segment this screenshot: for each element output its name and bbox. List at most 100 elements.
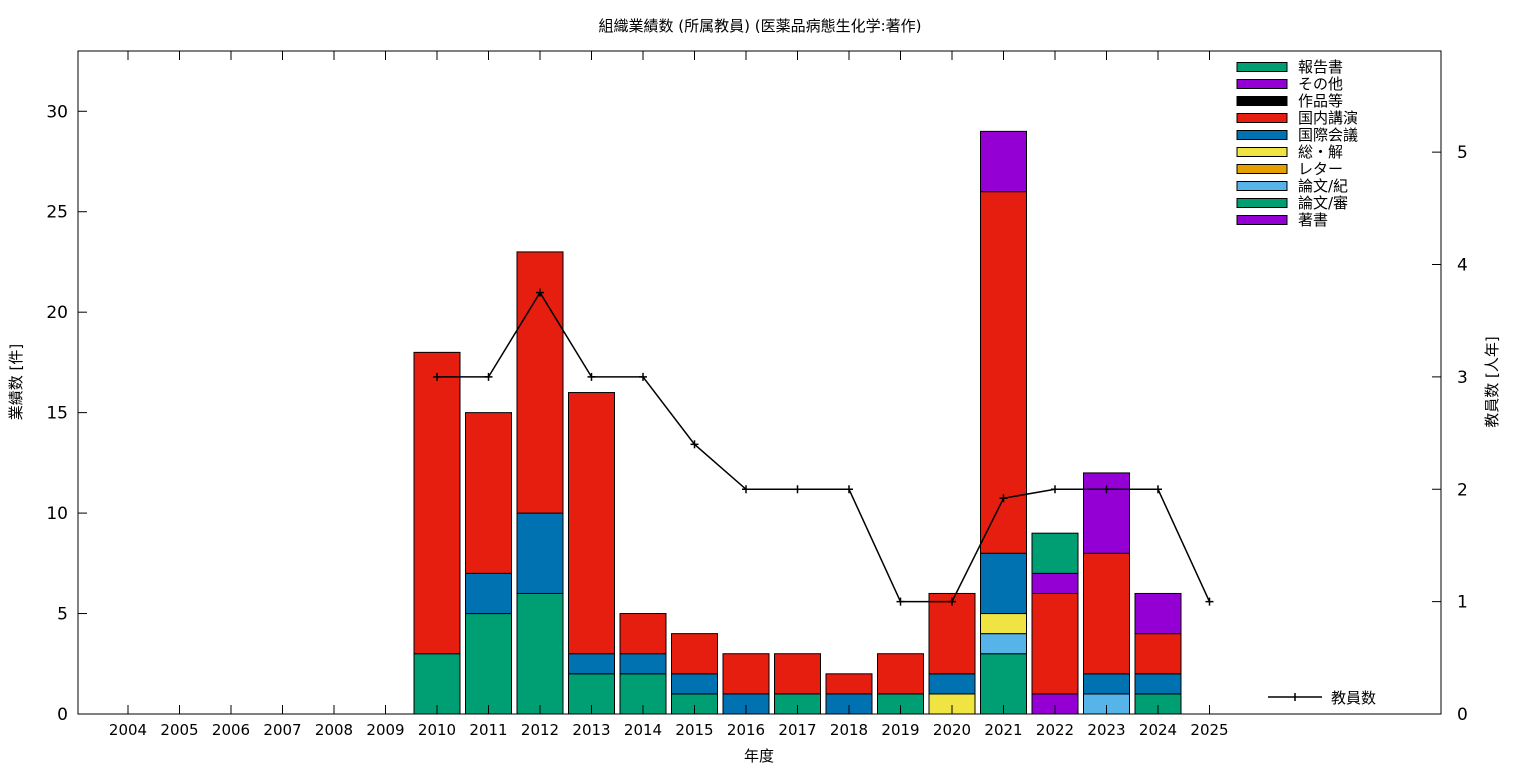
bars-layer [413, 130, 1182, 715]
bar-segment [568, 653, 615, 675]
legend-label: 国内講演 [1298, 109, 1358, 127]
bar-segment [1031, 532, 1079, 574]
bar-segment [516, 512, 564, 594]
legend-swatch [1236, 215, 1288, 225]
x-tick-label: 2024 [1139, 721, 1177, 739]
y2-axis-label: 教員数 [人年] [1483, 336, 1501, 427]
x-tick-label: 2005 [160, 721, 198, 739]
line-point [484, 372, 493, 381]
legend-item: 国際会議 [1236, 126, 1358, 144]
x-tick-label: 2018 [830, 721, 868, 739]
bar-segment [980, 552, 1027, 615]
line-point [433, 372, 441, 381]
x-tick-label: 2015 [675, 721, 713, 739]
legend-swatch [1236, 96, 1288, 106]
y2-tick-label: 0 [1457, 705, 1468, 725]
x-tick-label: 2020 [933, 721, 971, 739]
legend-swatch [1236, 62, 1288, 72]
line-point [1102, 485, 1111, 494]
bar-segment [928, 673, 976, 695]
bar-segment [825, 673, 873, 695]
y2-tick-label: 4 [1457, 256, 1468, 276]
line-point [1051, 485, 1059, 494]
line-point [1205, 597, 1214, 606]
y-tick-label: 25 [46, 203, 68, 223]
legend-item: レター [1236, 160, 1343, 178]
bar-segment [516, 592, 564, 715]
bar-segment [619, 653, 667, 675]
x-tick-label: 2017 [778, 721, 816, 739]
bar-segment [1031, 592, 1079, 695]
line-point [536, 288, 544, 297]
x-tick-label: 2022 [1036, 721, 1074, 739]
bar-segment [1134, 592, 1182, 635]
legend-swatch [1236, 113, 1288, 123]
legend-swatch [1236, 198, 1288, 208]
bar-segment [1134, 673, 1182, 695]
legend-label: 作品等 [1298, 92, 1343, 110]
bar-segment [980, 653, 1027, 715]
y-tick-label: 20 [46, 303, 68, 323]
legend-label: 論文/審 [1298, 194, 1348, 212]
legend-item: 論文/紀 [1236, 177, 1348, 195]
bar-segment [877, 653, 924, 695]
legend-label: その他 [1298, 75, 1343, 93]
bar-segment [413, 351, 461, 655]
legend-item-line: 教員数 [1268, 689, 1376, 707]
legend-swatch [1236, 79, 1288, 89]
bar-segment [1083, 472, 1130, 554]
y2-tick-label: 5 [1457, 143, 1468, 163]
legend-item: 著書 [1236, 211, 1328, 229]
line-point [587, 372, 596, 381]
line-point [845, 485, 853, 494]
plot-frame [77, 50, 1442, 715]
y-tick-label: 30 [46, 102, 68, 122]
y-tick-label: 5 [57, 605, 68, 625]
legend-swatch [1236, 164, 1288, 174]
line-point [793, 485, 802, 494]
legend-swatch [1236, 181, 1288, 191]
legend-label: 総・解 [1298, 143, 1343, 161]
x-tick-label: 2011 [469, 721, 507, 739]
x-tick-label: 2012 [521, 721, 559, 739]
x-tick-label: 2021 [984, 721, 1022, 739]
x-tick-label: 2013 [572, 721, 610, 739]
y-axis-label: 業績数 [件] [7, 344, 25, 420]
bar-segment [722, 653, 770, 695]
bar-segment [980, 633, 1027, 655]
legend-item: 論文/審 [1236, 194, 1348, 212]
x-tick-label: 2004 [109, 721, 147, 739]
line-point [690, 440, 699, 449]
legend-item: 国内講演 [1236, 109, 1358, 127]
x-tick-label: 2007 [263, 721, 301, 739]
bar-segment [980, 613, 1027, 635]
legend-item: その他 [1236, 75, 1343, 93]
line-point [948, 597, 956, 606]
legend-item: 報告書 [1236, 58, 1343, 76]
legend-label: レター [1298, 160, 1343, 178]
bar-segment [980, 191, 1027, 554]
legend-label: 著書 [1298, 211, 1328, 229]
legend-label: 国際会議 [1298, 126, 1358, 144]
bar-segment [774, 653, 821, 695]
x-axis-label: 年度 [744, 747, 774, 765]
x-tick-label: 2014 [624, 721, 662, 739]
bar-segment [1134, 633, 1182, 675]
line-layer [433, 288, 1214, 606]
bar-segment [413, 653, 461, 715]
bar-segment [980, 130, 1027, 193]
bar-segment [465, 572, 512, 615]
bar-segment [1031, 572, 1079, 594]
line-point [639, 372, 647, 381]
x-tick-label: 2025 [1190, 721, 1228, 739]
x-tick-label: 2008 [315, 721, 353, 739]
bar-segment [928, 592, 976, 675]
legend-swatch [1236, 130, 1288, 140]
y2-tick-label: 3 [1457, 368, 1468, 388]
chart-title: 組織業績数 (所属教員) (医薬品病態生化学:著作) [598, 17, 921, 35]
legend-swatch [1236, 147, 1288, 157]
bar-segment [671, 633, 718, 675]
